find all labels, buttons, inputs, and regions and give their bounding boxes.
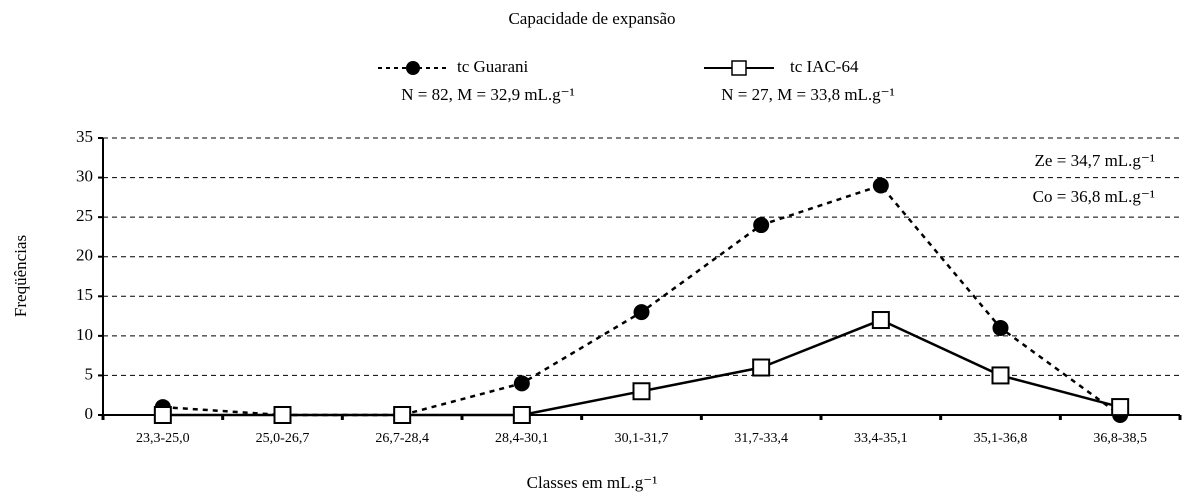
x-tick-label: 25,0-26,7 bbox=[256, 431, 310, 446]
legend-label: tc Guarani bbox=[457, 57, 529, 76]
x-tick-label: 30,1-31,7 bbox=[615, 431, 669, 446]
y-tick-label: 20 bbox=[76, 246, 93, 265]
chart-title: Capacidade de expansão bbox=[508, 9, 675, 28]
legend-subtitle: N = 82, M = 32,9 mL.g⁻¹ bbox=[401, 85, 575, 104]
x-tick-label: 28,4-30,1 bbox=[495, 431, 549, 446]
point bbox=[1111, 398, 1130, 417]
y-tick-label: 30 bbox=[76, 166, 93, 185]
x-tick-label: 31,7-33,4 bbox=[734, 431, 788, 446]
legend-label: tc IAC-64 bbox=[790, 57, 859, 76]
point bbox=[393, 406, 412, 424]
point bbox=[153, 406, 172, 424]
point bbox=[753, 217, 770, 234]
series-line bbox=[162, 318, 1121, 417]
y-tick-label: 15 bbox=[76, 285, 93, 304]
point bbox=[633, 304, 650, 321]
annotation: Co = 36,8 mL.g⁻¹ bbox=[1033, 187, 1155, 206]
x-tick-label: 33,4-35,1 bbox=[854, 431, 908, 446]
point bbox=[872, 177, 889, 194]
x-tick-label: 23,3-25,0 bbox=[136, 431, 190, 446]
x-tick-label: 35,1-36,8 bbox=[974, 431, 1028, 446]
legend-marker bbox=[731, 60, 747, 76]
y-axis-label: Freqüências bbox=[11, 235, 30, 317]
legend-marker bbox=[406, 61, 420, 75]
point bbox=[513, 375, 530, 392]
point bbox=[512, 406, 531, 424]
annotation: Ze = 34,7 mL.g⁻¹ bbox=[1035, 151, 1155, 170]
y-tick-label: 35 bbox=[76, 127, 93, 146]
x-tick-label: 36,8-38,5 bbox=[1093, 431, 1147, 446]
y-tick-label: 25 bbox=[76, 206, 93, 225]
point bbox=[992, 319, 1009, 336]
x-axis-label: Classes em mL.g⁻¹ bbox=[527, 473, 658, 492]
point bbox=[871, 311, 890, 330]
point bbox=[632, 382, 651, 401]
legend-subtitle: N = 27, M = 33,8 mL.g⁻¹ bbox=[721, 85, 895, 104]
y-tick-label: 5 bbox=[85, 364, 94, 383]
y-tick-label: 0 bbox=[85, 404, 94, 423]
y-tick-label: 10 bbox=[76, 325, 93, 344]
point bbox=[991, 366, 1010, 385]
series-line bbox=[162, 184, 1121, 417]
x-tick-label: 26,7-28,4 bbox=[375, 431, 429, 446]
point bbox=[752, 358, 771, 377]
point bbox=[273, 406, 292, 424]
